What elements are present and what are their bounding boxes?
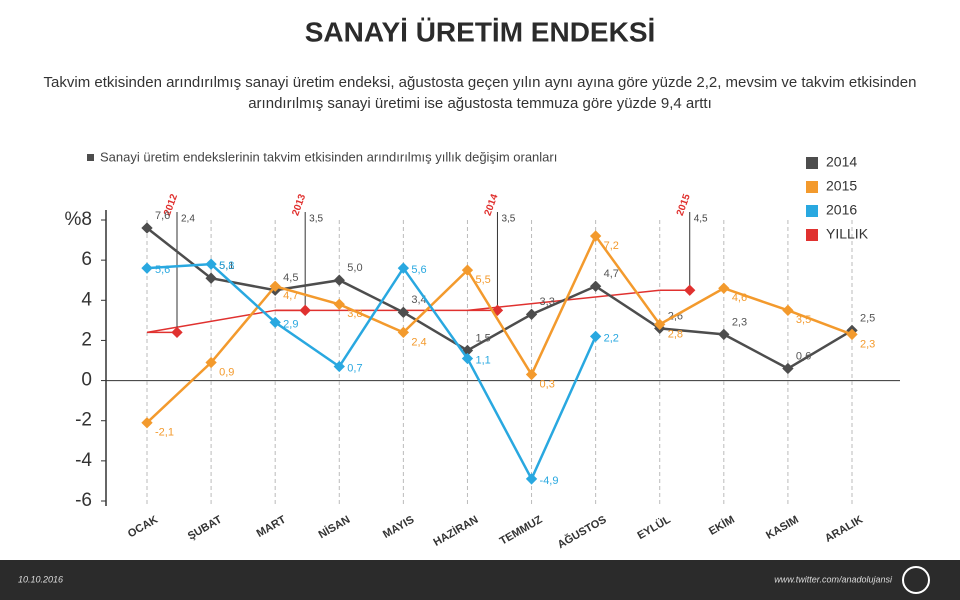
value-label: 5,5 — [475, 274, 490, 286]
legend-swatch — [806, 205, 818, 217]
point — [782, 362, 794, 375]
annual-point — [299, 304, 311, 316]
y-tick-label: 4 — [81, 289, 92, 310]
legend-label: 2016 — [826, 202, 857, 218]
series-line — [146, 227, 853, 370]
value-label: 4,6 — [732, 292, 747, 304]
point — [654, 318, 666, 331]
point — [141, 262, 153, 274]
legend-swatch — [806, 157, 818, 169]
point — [141, 417, 153, 429]
value-label: 3,3 — [540, 296, 555, 308]
value-label: 4,7 — [604, 268, 619, 280]
value-label: 5,6 — [411, 264, 426, 276]
point — [525, 368, 538, 381]
value-label: 3,8 — [347, 308, 362, 320]
y-tick-label: -6 — [75, 490, 92, 511]
series-line — [146, 262, 597, 482]
footer-bar — [0, 560, 960, 600]
point — [589, 280, 602, 292]
legend-label: 2015 — [826, 178, 857, 194]
point — [397, 262, 410, 274]
point — [589, 230, 602, 242]
value-label: 2,9 — [283, 318, 298, 330]
point — [397, 306, 410, 318]
point — [718, 282, 730, 294]
annual-point — [171, 326, 183, 339]
value-label: 0,6 — [796, 350, 811, 362]
point — [333, 274, 345, 286]
annual-value-label: 3,5 — [309, 214, 323, 225]
value-label: 0,3 — [540, 378, 555, 390]
point — [141, 222, 153, 234]
point — [461, 264, 474, 276]
value-label: 2,4 — [411, 336, 426, 348]
value-label: 1,5 — [475, 332, 490, 344]
value-label: 7,2 — [604, 240, 619, 252]
value-label: 2,3 — [732, 316, 747, 328]
value-label: 4,5 — [283, 272, 298, 284]
point — [269, 316, 281, 329]
note: Sanayi üretim endekslerinin takvim etkis… — [100, 149, 557, 164]
value-label: 2,5 — [860, 312, 875, 324]
footer-date: 10.10.2016 — [18, 574, 63, 584]
y-tick-label: -4 — [75, 450, 92, 471]
y-tick-label: 2 — [81, 329, 92, 350]
value-label: -4,9 — [540, 475, 559, 487]
value-label: 0,7 — [347, 362, 362, 374]
series-line — [146, 233, 853, 424]
legend-swatch — [806, 181, 818, 193]
point — [205, 258, 217, 270]
point — [782, 304, 794, 316]
subtitle-box: Takvim etkisinden arındırılmış sanayi ür… — [43, 74, 917, 112]
legend-label: 2014 — [826, 154, 857, 170]
point — [846, 328, 858, 341]
annual-point — [684, 284, 696, 296]
point — [397, 326, 410, 339]
value-label: 0,9 — [219, 366, 234, 378]
annual-value-label: 3,5 — [501, 214, 515, 225]
legend-label: YILLIK — [826, 226, 869, 242]
footer-source: www.twitter.com/anadolujansi — [774, 574, 893, 584]
point — [333, 298, 345, 310]
annual-value-label: 2,4 — [181, 214, 195, 225]
point — [333, 360, 345, 373]
legend-swatch — [806, 229, 818, 241]
value-label: 2,8 — [668, 328, 683, 340]
value-label: 2,3 — [860, 338, 875, 350]
point — [525, 473, 538, 485]
value-label: 3,5 — [796, 314, 811, 326]
note-bullet — [87, 154, 94, 161]
value-label: 7,6 — [155, 210, 170, 222]
point — [589, 330, 602, 343]
point — [525, 308, 538, 320]
logo — [902, 566, 930, 594]
y-tick-label: -2 — [75, 410, 92, 431]
value-label: 5,6 — [155, 264, 170, 276]
value-label: 5,8 — [219, 260, 234, 272]
value-label: 5,0 — [347, 262, 362, 274]
annual-value-label: 4,5 — [694, 214, 708, 225]
y-tick-label: %8 — [65, 209, 92, 230]
y-tick-label: 0 — [81, 370, 92, 391]
y-tick-label: 6 — [81, 249, 92, 270]
value-label: 5,1 — [219, 260, 234, 272]
point — [205, 272, 217, 284]
title: SANAYİ ÜRETİM ENDEKSİ — [305, 16, 656, 47]
subtitle: Takvim etkisinden arındırılmış sanayi ür… — [43, 74, 917, 112]
point — [461, 352, 474, 365]
value-label: -2,1 — [155, 427, 174, 439]
point — [269, 280, 281, 292]
point — [718, 328, 730, 341]
value-label: 1,1 — [475, 354, 490, 366]
point — [205, 356, 217, 369]
value-label: 4,7 — [283, 290, 298, 302]
value-label: 2,2 — [604, 332, 619, 344]
